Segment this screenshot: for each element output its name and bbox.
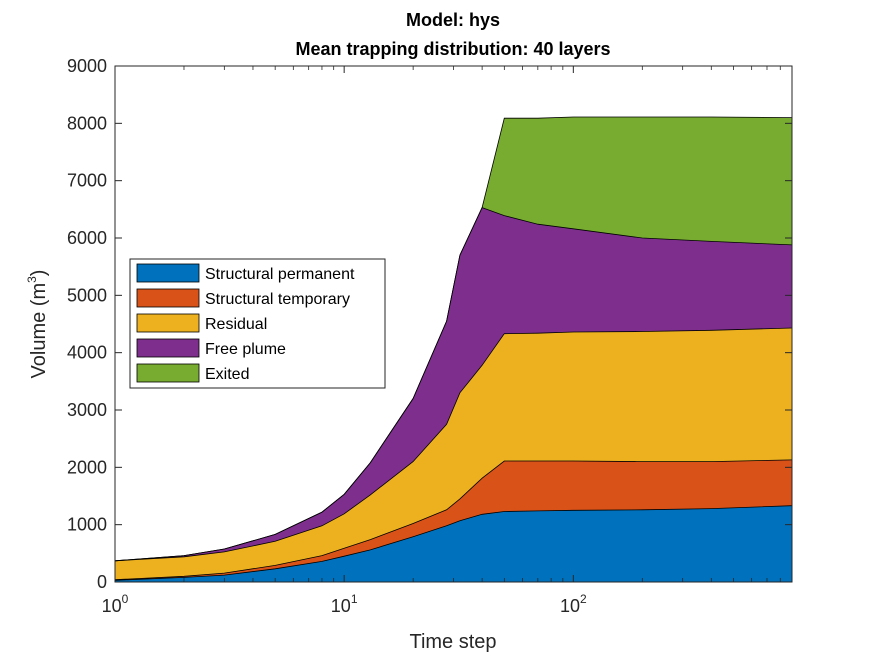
area-series-5 [115,117,792,561]
area-series-1 [115,505,792,582]
legend-swatch [136,313,200,333]
y-tick-label: 3000 [67,400,107,420]
area-series-4 [115,207,792,561]
y-axis-label-suffix: ) [28,270,50,277]
legend-swatch [136,338,200,358]
y-axis-label: Volume (m3) [25,270,50,379]
series-line-5 [114,116,793,562]
legend-swatch [136,288,200,308]
y-axis-label-text: Volume (m [28,283,50,379]
area-series-2 [115,459,792,581]
legend-label: Exited [205,366,249,383]
area-series-3 [115,328,792,580]
y-tick-label: 1000 [67,515,107,535]
legend-label: Structural permanent [205,266,355,283]
series-line-2 [114,459,793,581]
y-tick-label: 2000 [67,457,107,477]
y-tick-label: 5000 [67,285,107,305]
x-tick-label: 100 [102,592,129,616]
area-layers [115,117,792,582]
series-outlines [114,116,793,581]
legend-swatch [136,363,200,383]
y-axis-label-sup: 3 [25,276,39,283]
series-line-1 [114,505,793,581]
y-tick-label: 8000 [67,113,107,133]
y-tick-label: 0 [97,572,107,592]
y-axis: 0 1000 2000 3000 4000 5000 6000 7000 8000 9000 [67,56,792,592]
legend-swatch [136,263,200,283]
y-tick-label: 7000 [67,171,107,191]
y-tick-label: 6000 [67,228,107,248]
y-tick-label: 9000 [67,56,107,76]
series-line-3 [114,327,793,562]
legend-label: Structural temporary [205,291,350,308]
x-axis: 100 101 102 [102,66,793,616]
legend-label: Residual [205,316,267,333]
x-tick-label: 101 [331,592,358,616]
chart-title: Model: hys [406,10,500,30]
x-tick-label: 102 [560,592,587,616]
chart-subtitle: Mean trapping distribution: 40 layers [295,39,610,59]
x-axis-label: Time step [409,631,496,653]
legend-label: Free plume [205,341,286,358]
y-tick-label: 4000 [67,343,107,363]
legend: Structural permanent Structural temporary… [129,258,386,389]
